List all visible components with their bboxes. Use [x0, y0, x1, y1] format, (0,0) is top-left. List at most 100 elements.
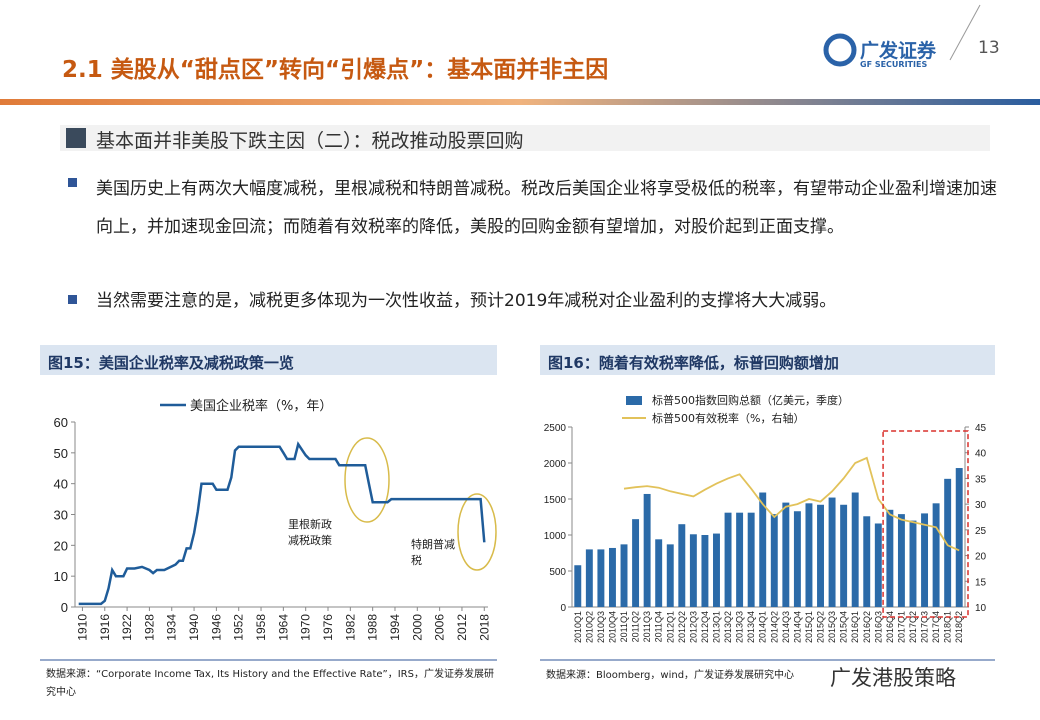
y-tick-label: 500: [549, 567, 566, 578]
annotation: 里根新政减税政策: [288, 517, 332, 547]
y2-tick-label: 10: [975, 603, 987, 614]
x-tick-label: 1910: [75, 614, 89, 641]
x-tick-label: 1982: [343, 614, 357, 641]
figure-caption: 图15：美国企业税率及减税政策一览: [48, 354, 294, 372]
bar: [678, 524, 686, 607]
y2-tick-label: 40: [975, 449, 987, 460]
x-tick-label: 1958: [254, 614, 268, 641]
y2-tick-label: 15: [975, 577, 987, 588]
bar: [793, 511, 801, 607]
x-tick-label: 2018Q2: [954, 611, 964, 643]
x-tick-label: 2011Q3: [642, 611, 652, 642]
x-tick-label: 2015Q2: [816, 611, 826, 643]
x-tick-label: 2018: [477, 614, 491, 641]
x-tick-label: 1916: [98, 614, 112, 641]
bar: [874, 523, 882, 607]
x-tick-label: 2012Q2: [677, 611, 687, 643]
x-tick-label: 1976: [321, 614, 335, 641]
figure-caption: 图16：随着有效税率降低，标普回购额增加: [548, 354, 839, 372]
section-band: [60, 125, 990, 151]
x-tick-label: 2018Q1: [943, 611, 953, 643]
highlight-ellipse: [457, 493, 497, 571]
section-square: [66, 128, 86, 148]
bullet-icon: [68, 295, 77, 304]
x-tick-label: 1988: [366, 614, 380, 641]
bar: [724, 512, 732, 607]
bar: [643, 493, 651, 607]
bar: [574, 565, 582, 607]
x-tick-label: 2017Q3: [920, 611, 930, 643]
x-tick-label: 2010Q4: [607, 611, 617, 643]
x-tick-label: 1940: [187, 614, 201, 641]
bar: [620, 544, 628, 607]
bar: [655, 539, 663, 607]
legend-label: 标普500指数回购总额（亿美元，季度）: [652, 393, 849, 407]
x-tick-label: 2016Q2: [862, 611, 872, 643]
bar: [689, 534, 697, 607]
y-tick-label: 1000: [544, 531, 567, 542]
highlight-ellipse: [344, 437, 390, 523]
x-tick-label: 2012Q4: [700, 611, 710, 643]
x-tick-label: 1964: [276, 614, 290, 641]
x-tick-label: 2014Q3: [781, 611, 791, 643]
bar: [944, 478, 952, 607]
x-tick-label: 2017Q1: [896, 611, 906, 643]
y-tick-label: 20: [54, 538, 68, 553]
bar: [840, 504, 848, 607]
legend-label: 美国企业税率（%，年）: [190, 398, 332, 414]
line-series: [78, 441, 486, 606]
bar: [759, 492, 767, 607]
x-tick-label: 2016Q3: [873, 611, 883, 643]
x-tick-label: 2011Q4: [654, 611, 664, 642]
x-tick-label: 2015Q4: [839, 611, 849, 643]
bar: [828, 497, 836, 607]
x-tick-label: 1946: [209, 614, 223, 641]
y-tick-label: 0: [560, 603, 566, 614]
bar: [805, 503, 813, 607]
x-tick-label: 2010Q2: [584, 611, 594, 643]
source-note: 数据来源：“Corporate Income Tax, Its History …: [46, 669, 494, 698]
x-tick-label: 2012Q1: [665, 611, 675, 643]
bar: [897, 514, 905, 607]
bar: [817, 504, 824, 607]
x-tick-label: 2011Q2: [631, 611, 641, 642]
bar: [597, 549, 605, 607]
x-tick-label: 2013Q2: [723, 611, 733, 643]
y-tick-label: 2500: [544, 423, 567, 434]
y-tick-label: 60: [54, 415, 68, 430]
x-tick-label: 1928: [142, 614, 156, 641]
y2-tick-label: 25: [975, 526, 987, 537]
header-rule: [0, 99, 1040, 105]
y-tick-label: 0: [61, 600, 68, 615]
annotation: 特朗普减税: [411, 537, 455, 567]
logo-icon: [823, 33, 857, 67]
x-tick-label: 2013Q4: [746, 611, 756, 643]
bar: [632, 519, 640, 607]
bar: [782, 502, 790, 607]
x-tick-label: 2014Q2: [769, 611, 779, 643]
y-tick-label: 1500: [544, 495, 567, 506]
y-tick-label: 50: [54, 446, 68, 461]
y-tick-label: 30: [54, 508, 68, 523]
x-tick-label: 2014Q1: [758, 611, 768, 643]
bar: [701, 535, 709, 607]
x-tick-label: 1934: [165, 614, 179, 641]
bar: [863, 516, 871, 607]
x-tick-label: 2012Q3: [688, 611, 698, 643]
x-tick-label: 1922: [120, 614, 134, 641]
caption-band: [40, 345, 497, 375]
x-tick-label: 2013Q1: [711, 611, 721, 643]
bar: [666, 544, 674, 607]
bar: [770, 514, 778, 607]
x-tick-label: 1952: [232, 614, 246, 641]
x-tick-label: 1994: [388, 614, 402, 641]
x-tick-label: 2015Q3: [827, 611, 837, 643]
x-tick-label: 2013Q3: [735, 611, 745, 643]
bar: [886, 509, 894, 607]
bar: [932, 503, 940, 607]
y2-tick-label: 35: [975, 474, 987, 485]
x-tick-label: 2016Q4: [885, 611, 895, 643]
x-tick-label: 2010Q1: [573, 611, 583, 643]
